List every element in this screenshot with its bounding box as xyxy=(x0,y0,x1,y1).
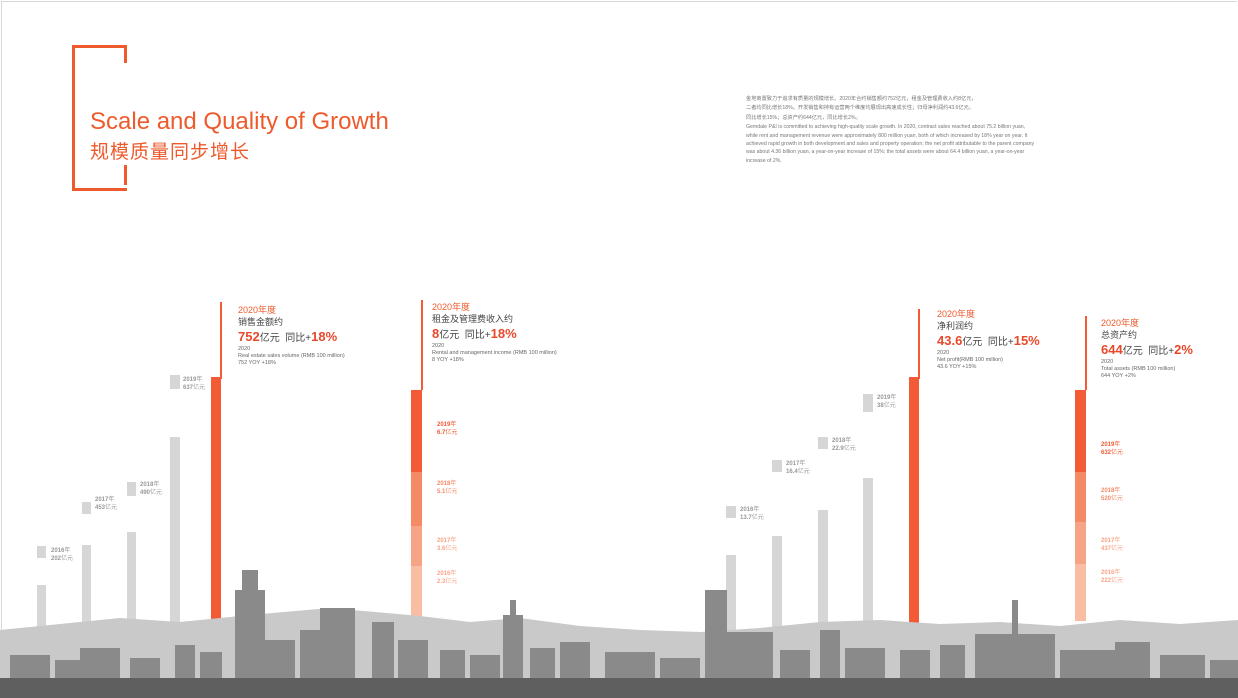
sales-bar-2017-cap xyxy=(82,502,91,514)
title-bracket xyxy=(72,45,127,191)
rental-label-2017: 2017年 3.6亿元 xyxy=(437,538,458,552)
intro-cn-line3: 同比增长15%；总资产约644亿元，同比增长2%。 xyxy=(746,114,861,121)
sales-bar-2020 xyxy=(211,377,221,630)
title-bracket-right-top xyxy=(124,45,127,63)
profit-bar-2019 xyxy=(863,478,873,630)
sales-bar-2019-cap xyxy=(170,375,180,389)
profit-bar-2018 xyxy=(818,510,828,630)
assets-name: 总资产约 xyxy=(1101,330,1138,340)
profit-name: 净利润约 xyxy=(937,321,974,331)
assets-label-2016: 2016年 222亿元 xyxy=(1101,570,1124,584)
page-title-cn: 规模质量同步增长 xyxy=(90,142,251,163)
rental-pointer-line xyxy=(421,300,423,390)
assets-label-2019: 2019年 632亿元 xyxy=(1101,442,1124,456)
assets-value: 644亿元 同比+2% xyxy=(1101,342,1193,358)
assets-bar-2018 xyxy=(1075,522,1086,564)
profit-pointer-line xyxy=(918,309,920,379)
rental-bar-2017 xyxy=(411,566,422,621)
rental-label-2019: 2019年 6.7亿元 xyxy=(437,422,458,436)
sales-bar-2019 xyxy=(170,437,180,630)
rental-bar-2019 xyxy=(411,472,422,526)
intro-paragraph: 金地商置致力于追求有质量的规模增长。2020年合约销售额约752亿元，租金及管理… xyxy=(746,95,1038,166)
profit-label-2018: 2018年 22.9亿元 xyxy=(832,438,856,452)
profit-label-2017: 2017年 16.4亿元 xyxy=(786,461,810,475)
rental-value: 8亿元 同比+18% xyxy=(432,326,517,342)
assets-bar-2017 xyxy=(1075,564,1086,621)
sales-label-2016: 2016年 202亿元 xyxy=(51,548,74,562)
sales-en-value: 752 YOY +18% xyxy=(238,360,276,366)
intro-en: Gemdale P&I is committed to achieving hi… xyxy=(746,124,1035,164)
profit-bar-2016 xyxy=(726,555,736,630)
sales-label-2018: 2018年 490亿元 xyxy=(140,482,163,496)
profit-en-year: 2020 xyxy=(937,350,950,356)
sales-name: 销售金额约 xyxy=(238,317,284,327)
sales-pointer-line xyxy=(220,302,222,379)
rental-name: 租金及管理费收入约 xyxy=(432,314,514,324)
assets-bar-2019 xyxy=(1075,472,1086,522)
profit-info: 2020年度 净利润约 43.6亿元 同比+15% 2020 Net profi… xyxy=(937,309,1040,371)
assets-info: 2020年度 总资产约 644亿元 同比+2% 2020 Total asset… xyxy=(1101,318,1193,380)
intro-cn-line1: 金地商置致力于追求有质量的规模增长。2020年合约销售额约752亿元，租金及管理… xyxy=(746,96,977,102)
city-skyline-image xyxy=(0,570,1238,698)
assets-en-value: 644 YOY +2% xyxy=(1101,373,1136,379)
rental-bar-2018 xyxy=(411,526,422,566)
sales-bar-2018-cap xyxy=(127,482,136,496)
page-title-en: Scale and Quality of Growth xyxy=(90,108,389,135)
rental-bar-2020 xyxy=(411,390,422,472)
rental-label-2018: 2018年 5.1亿元 xyxy=(437,481,458,495)
sales-en-name: Real estate sales volume (RMB 100 millio… xyxy=(238,353,345,359)
profit-value: 43.6亿元 同比+15% xyxy=(937,333,1040,349)
rental-info: 2020年度 租金及管理费收入约 8亿元 同比+18% 2020 Rental … xyxy=(432,302,557,364)
assets-year-label: 2020年度 xyxy=(1101,318,1140,328)
assets-bar-2020 xyxy=(1075,390,1086,472)
sales-year-label: 2020年度 xyxy=(238,305,277,315)
assets-en-name: Total assets (RMB 100 million) xyxy=(1101,366,1176,372)
assets-en-year: 2020 xyxy=(1101,359,1114,365)
rental-en-name: Rental and management income (RMB 100 mi… xyxy=(432,350,557,356)
rental-label-2016: 2016年 2.3亿元 xyxy=(437,571,458,585)
sales-label-2017: 2017年 453亿元 xyxy=(95,497,118,511)
sales-bar-2016 xyxy=(37,585,46,630)
profit-bar-2016-cap xyxy=(726,506,736,518)
sales-label-2019: 2019年 637亿元 xyxy=(183,377,206,391)
assets-label-2018: 2018年 520亿元 xyxy=(1101,488,1124,502)
profit-year-label: 2020年度 xyxy=(937,309,976,319)
profit-bar-2019-cap xyxy=(863,394,873,412)
rental-year-label: 2020年度 xyxy=(432,302,471,312)
profit-bar-2020 xyxy=(909,377,919,630)
rental-en-year: 2020 xyxy=(432,343,445,349)
profit-bar-2017 xyxy=(772,536,782,630)
profit-en-name: Net profit(RMB 100 million) xyxy=(937,357,1004,363)
sales-bar-2016-cap xyxy=(37,546,46,558)
sales-bar-2018 xyxy=(127,532,136,630)
profit-bar-2017-cap xyxy=(772,460,782,472)
sales-en-year: 2020 xyxy=(238,346,251,352)
profit-bar-2018-cap xyxy=(818,437,828,449)
assets-pointer-line xyxy=(1085,316,1087,390)
intro-cn-line2: 二者均同比增长18%。开发销售和持有运营两个维度均展现出高速成长性；归母净利润约… xyxy=(746,105,974,112)
rental-en-value: 8 YOY +18% xyxy=(432,357,464,363)
profit-en-value: 43.6 YOY +15% xyxy=(937,364,977,370)
profit-label-2016: 2016年 13.7亿元 xyxy=(740,507,764,521)
title-bracket-right-bottom xyxy=(124,165,127,185)
assets-label-2017: 2017年 437亿元 xyxy=(1101,538,1124,552)
sales-info: 2020年度 销售金额约 752亿元 同比+18% 2020 Real esta… xyxy=(238,305,345,367)
sales-value: 752亿元 同比+18% xyxy=(238,329,338,345)
profit-label-2019: 2019年 38亿元 xyxy=(877,395,897,409)
sales-bar-2017 xyxy=(82,545,91,630)
